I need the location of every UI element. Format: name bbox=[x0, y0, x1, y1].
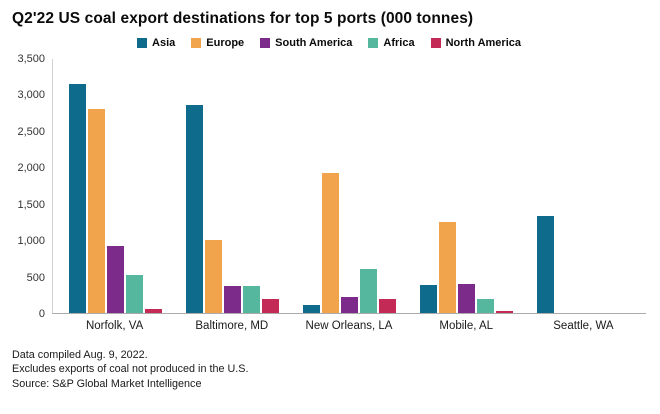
y-tick-label: 0 bbox=[38, 308, 45, 320]
bar-asia-new-orleans-la bbox=[303, 305, 320, 313]
legend-swatch-europe bbox=[191, 38, 202, 48]
legend-item-africa: Africa bbox=[368, 37, 415, 49]
bar-group-new-orleans-la bbox=[291, 59, 408, 313]
legend-label: North America bbox=[445, 37, 521, 49]
legend-item-europe: Europe bbox=[191, 37, 244, 49]
footer-line-exclusion: Excludes exports of coal not produced in… bbox=[12, 363, 249, 376]
bar-africa-norfolk-va bbox=[126, 274, 143, 313]
bar-europe-new-orleans-la bbox=[322, 172, 339, 313]
footer-line-compiled: Data compiled Aug. 9, 2022. bbox=[12, 349, 148, 361]
legend-label: Africa bbox=[383, 37, 415, 49]
y-tick-label: 1,000 bbox=[17, 235, 45, 248]
bar-africa-mobile-al bbox=[477, 299, 494, 313]
x-axis-label-norfolk-va: Norfolk, VA bbox=[85, 320, 144, 332]
bar-asia-seattle-wa bbox=[537, 216, 554, 313]
bar-group-seattle-wa bbox=[525, 59, 642, 313]
y-tick-label: 3,500 bbox=[17, 53, 45, 65]
bar-south-america-norfolk-va bbox=[107, 245, 124, 313]
legend-label: Asia bbox=[152, 37, 176, 49]
bar-asia-norfolk-va bbox=[69, 84, 86, 313]
legend-item-south-america: South America bbox=[260, 37, 352, 49]
bar-asia-baltimore-md bbox=[186, 104, 203, 313]
legend-swatch-north-america bbox=[430, 38, 441, 48]
x-axis-label-baltimore-md: Baltimore, MD bbox=[195, 320, 269, 332]
chart-title: Q2'22 US coal export destinations for to… bbox=[12, 10, 474, 27]
legend: Asia Europe South America Africa North Ameri… bbox=[12, 37, 646, 49]
chart-area: 0 500 1,000 1,500 2,000 2,500 3,000 3,500 Norfo… bbox=[12, 53, 646, 332]
x-axis-label-mobile-al: Mobile, AL bbox=[439, 320, 494, 332]
plot-area bbox=[52, 59, 646, 314]
legend-item-north-america: North America bbox=[430, 37, 521, 49]
bar-africa-new-orleans-la bbox=[360, 268, 377, 313]
bar-asia-mobile-al bbox=[420, 284, 437, 313]
legend-item-asia: Asia bbox=[137, 37, 175, 49]
y-tick-label: 2,000 bbox=[17, 162, 45, 175]
y-tick-label: 500 bbox=[26, 271, 45, 284]
footer-line-source: Source: S&P Global Market Intelligence bbox=[12, 377, 202, 390]
bar-south-america-new-orleans-la bbox=[341, 297, 358, 313]
legend-label: South America bbox=[275, 37, 353, 49]
bar-group-norfolk-va bbox=[57, 59, 174, 313]
footer-notes: Data compiled Aug. 9, 2022. Excludes exp… bbox=[12, 348, 646, 391]
bar-europe-mobile-al bbox=[439, 222, 456, 313]
y-tick-label: 3,000 bbox=[17, 89, 45, 102]
y-axis: 0 500 1,000 1,500 2,000 2,500 3,000 3,500 bbox=[12, 53, 52, 320]
legend-label: Europe bbox=[206, 37, 245, 49]
bar-north-america-new-orleans-la bbox=[379, 298, 396, 313]
bar-north-america-norfolk-va bbox=[145, 308, 162, 313]
bar-group-mobile-al bbox=[408, 59, 525, 313]
bar-north-america-mobile-al bbox=[496, 310, 513, 313]
bar-europe-baltimore-md bbox=[205, 239, 222, 313]
plot-wrap: Norfolk, VA Baltimore, MD New Orleans, LA M… bbox=[52, 59, 646, 332]
legend-swatch-south-america bbox=[260, 38, 271, 48]
legend-swatch-asia bbox=[137, 38, 148, 48]
y-tick-label: 1,500 bbox=[17, 198, 45, 211]
y-tick-label: 2,500 bbox=[17, 125, 45, 138]
bar-europe-norfolk-va bbox=[88, 109, 105, 313]
bar-africa-baltimore-md bbox=[243, 286, 260, 313]
x-axis-label-new-orleans-la: New Orleans, LA bbox=[305, 320, 393, 332]
bar-group-baltimore-md bbox=[174, 59, 291, 313]
legend-swatch-africa bbox=[368, 38, 379, 48]
bar-north-america-baltimore-md bbox=[262, 298, 279, 313]
x-axis-labels: Norfolk, VA Baltimore, MD New Orleans, LA M… bbox=[52, 320, 646, 332]
x-axis-label-seattle-wa: Seattle, WA bbox=[553, 320, 614, 332]
bar-south-america-mobile-al bbox=[458, 283, 475, 313]
bar-south-america-baltimore-md bbox=[224, 286, 241, 313]
